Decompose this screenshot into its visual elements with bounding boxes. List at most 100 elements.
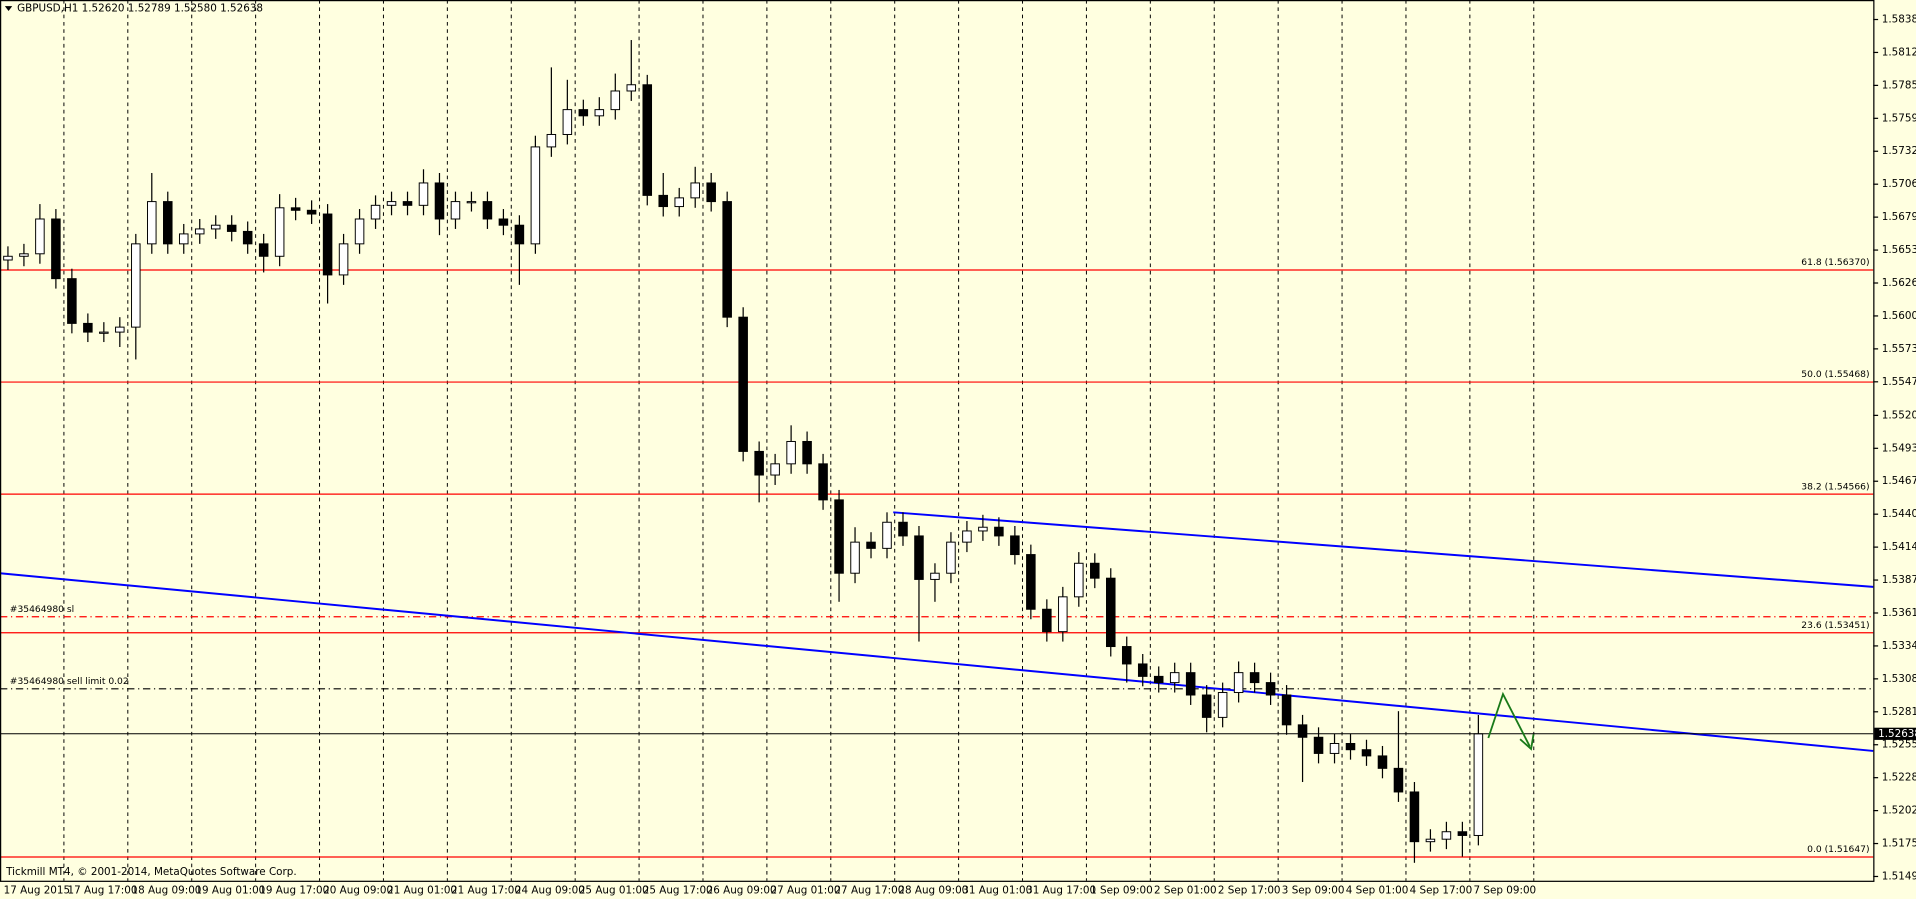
menu-triangle[interactable]	[4, 6, 13, 11]
x-tick-label: 26 Aug 09:00	[707, 884, 777, 896]
candle-body	[1377, 755, 1388, 769]
x-tick-label: 19 Aug 01:00	[195, 884, 265, 896]
candle-body	[850, 541, 860, 574]
x-tick-label: 2 Sep 01:00	[1154, 884, 1217, 896]
y-tick-label: 1.55470	[1882, 376, 1916, 388]
candle-body	[1473, 733, 1484, 836]
candle-body	[514, 224, 525, 245]
candle-body	[594, 109, 605, 117]
fib-label: 61.8 (1.56370)	[1801, 258, 1869, 268]
x-tick-label: 17 Aug 2015	[4, 884, 70, 896]
candle-body	[1441, 831, 1452, 840]
fib-label: 50.0 (1.55468)	[1801, 370, 1869, 380]
candle-body	[1137, 663, 1148, 677]
arrow-head	[1519, 734, 1535, 751]
candle-body	[1329, 743, 1340, 754]
candle-body	[1185, 672, 1196, 696]
x-tick-label: 17 Aug 17:00	[68, 884, 138, 896]
price-box	[1874, 727, 1916, 740]
candle-body	[978, 526, 988, 532]
candle-body	[786, 440, 796, 465]
y-tick-label: 1.54935	[1882, 442, 1916, 454]
candle-body	[1042, 608, 1052, 633]
y-tick-label: 1.52020	[1882, 805, 1916, 817]
candle-body	[994, 526, 1004, 537]
candle-body	[466, 201, 477, 204]
candle-body	[658, 194, 669, 208]
candle-body	[1074, 562, 1084, 598]
candle-body	[1106, 577, 1116, 648]
candle-body	[210, 224, 221, 230]
y-tick-label: 1.52285	[1882, 772, 1916, 784]
candle-body	[674, 197, 684, 208]
x-tick-label: 24 Aug 09:00	[515, 884, 585, 896]
x-tick-label: 27 Aug 01:00	[771, 884, 841, 896]
candle-body	[83, 322, 93, 333]
candle-body	[163, 201, 173, 245]
x-tick-label: 20 Aug 09:00	[323, 884, 393, 896]
candle-body	[226, 224, 237, 232]
candle-body	[1153, 675, 1164, 684]
y-tick-label: 1.56265	[1882, 277, 1916, 289]
x-tick-label: 3 Sep 09:00	[1282, 884, 1345, 896]
candle-body	[930, 572, 940, 580]
candle-body	[1090, 562, 1100, 579]
x-tick-label: 7 Sep 09:00	[1474, 884, 1537, 896]
candle-body	[1010, 535, 1020, 556]
x-tick-label: 2 Sep 17:00	[1218, 884, 1281, 896]
price-label: 1.52638	[1878, 728, 1916, 740]
candle-body	[1233, 672, 1244, 694]
candle-body	[258, 243, 269, 257]
candle-body	[306, 209, 317, 215]
y-tick-label: 1.53345	[1882, 640, 1916, 652]
candle-body	[738, 316, 748, 452]
candle-body	[578, 109, 589, 117]
candle-body	[706, 182, 716, 203]
y-tick-label: 1.57590	[1882, 112, 1916, 124]
trendline	[0, 572, 1874, 752]
candle-body	[1169, 672, 1180, 684]
candle-body	[1058, 596, 1068, 633]
y-tick-label: 1.58120	[1882, 46, 1916, 58]
candle-body	[1121, 646, 1132, 665]
candle-body	[370, 204, 381, 220]
x-tick-label: 21 Aug 01:00	[387, 884, 457, 896]
candle-body	[1281, 694, 1292, 726]
y-tick-label: 1.52550	[1882, 739, 1916, 751]
fib-label: 0.0 (1.51647)	[1807, 845, 1869, 855]
candle-body	[1249, 672, 1260, 684]
candle-body	[1265, 682, 1276, 696]
y-tick-label: 1.54670	[1882, 475, 1916, 487]
candle-body	[67, 278, 77, 324]
y-tick-label: 1.54140	[1882, 541, 1916, 553]
candle-body	[386, 201, 397, 206]
candle-body	[770, 463, 780, 476]
candle-body	[131, 243, 141, 328]
y-tick-label: 1.51755	[1882, 838, 1916, 850]
chart-title: GBPUSD,H1 1.52620 1.52789 1.52580 1.5263…	[17, 3, 263, 15]
y-tick-label: 1.57060	[1882, 178, 1916, 190]
candle-body	[498, 218, 509, 226]
footer: Tickmill MT4, © 2001-2014, MetaQuotes So…	[5, 866, 297, 878]
candle-body	[338, 243, 349, 276]
order-label: #35464980 sl	[10, 605, 74, 615]
y-tick-label: 1.57855	[1882, 79, 1916, 91]
candle-body	[834, 499, 844, 574]
candle-body	[115, 326, 125, 333]
candle-body	[1297, 724, 1308, 738]
candle-body	[1409, 791, 1420, 843]
x-tick-label: 31 Aug 17:00	[1026, 884, 1096, 896]
candle-body	[962, 530, 972, 543]
candle-body	[1026, 554, 1036, 610]
candle-body	[1313, 736, 1324, 754]
candle-body	[866, 541, 876, 549]
x-tick-label: 18 Aug 09:00	[131, 884, 201, 896]
y-tick-label: 1.54405	[1882, 508, 1916, 520]
candle-body	[3, 255, 13, 261]
candle-body	[1217, 692, 1228, 718]
fib-label: 38.2 (1.54566)	[1801, 482, 1869, 492]
candle-body	[147, 201, 157, 245]
x-tick-label: 25 Aug 17:00	[643, 884, 713, 896]
arrow	[1487, 691, 1531, 747]
